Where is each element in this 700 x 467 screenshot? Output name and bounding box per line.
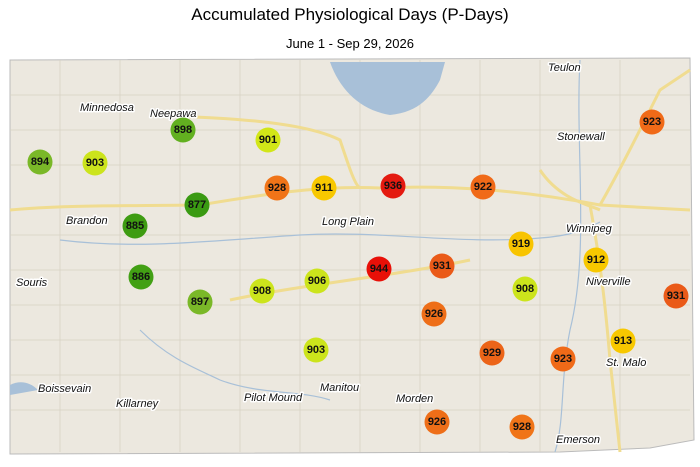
station-marker	[509, 414, 535, 440]
station-marker	[303, 337, 329, 363]
title: Accumulated Physiological Days (P-Days)	[191, 5, 508, 24]
place-label: Long Plain	[322, 216, 374, 228]
station-marker	[184, 192, 210, 218]
station-value: 929	[483, 347, 501, 359]
station-value: 926	[428, 416, 446, 428]
station-value: 936	[384, 180, 402, 192]
station-marker	[380, 173, 406, 199]
station-value: 926	[425, 308, 443, 320]
station-marker	[311, 175, 337, 201]
place-label: St. Malo	[606, 357, 646, 369]
station-value: 923	[643, 116, 661, 128]
station-marker	[479, 340, 505, 366]
station-value: 928	[268, 182, 286, 194]
place-label: Pilot Mound	[244, 392, 303, 404]
place-label: Killarney	[116, 398, 160, 410]
station-marker	[170, 117, 196, 143]
place-label: Niverville	[586, 276, 631, 288]
station-marker	[255, 127, 281, 153]
station-value: 903	[86, 157, 104, 169]
station-value: 901	[259, 134, 277, 146]
station-marker	[82, 150, 108, 176]
station-marker	[512, 276, 538, 302]
place-label: Emerson	[556, 434, 600, 446]
place-label: Minnedosa	[80, 102, 134, 114]
station-value: 897	[191, 296, 209, 308]
station-value: 923	[554, 353, 572, 365]
station-marker	[264, 175, 290, 201]
station-value: 912	[587, 254, 605, 266]
station-marker	[470, 174, 496, 200]
place-label: Neepawa	[150, 108, 196, 120]
place-label: Teulon	[548, 62, 581, 74]
place-label: Boissevain	[38, 383, 91, 395]
place-label: Morden	[396, 393, 433, 405]
place-label: Souris	[16, 277, 48, 289]
subtitle: June 1 - Sep 29, 2026	[286, 36, 414, 51]
station-marker	[424, 409, 450, 435]
station-marker	[27, 149, 53, 175]
place-label: Manitou	[320, 382, 359, 394]
station-marker	[128, 264, 154, 290]
station-value: 913	[614, 335, 632, 347]
station-value: 911	[315, 182, 333, 194]
place-label: Stonewall	[557, 131, 605, 143]
station-marker	[639, 109, 665, 135]
station-marker	[122, 213, 148, 239]
station-marker	[366, 256, 392, 282]
station-value: 919	[512, 238, 530, 250]
station-marker	[550, 346, 576, 372]
station-marker	[249, 278, 275, 304]
station-value: 886	[132, 271, 150, 283]
station-value: 922	[474, 181, 492, 193]
station-marker	[304, 268, 330, 294]
station-value: 885	[126, 220, 144, 232]
station-value: 898	[174, 124, 192, 136]
basemap	[9, 57, 695, 455]
station-value: 944	[370, 263, 389, 275]
station-marker	[508, 231, 534, 257]
station-marker	[187, 289, 213, 315]
place-label: Brandon	[66, 215, 108, 227]
station-value: 928	[513, 421, 531, 433]
station-value: 908	[516, 283, 534, 295]
station-marker	[583, 247, 609, 273]
station-marker	[610, 328, 636, 354]
station-marker	[663, 283, 689, 309]
station-marker	[421, 301, 447, 327]
place-label: Winnipeg	[566, 223, 613, 235]
station-value: 877	[188, 199, 206, 211]
station-value: 931	[433, 260, 451, 272]
station-value: 906	[308, 275, 326, 287]
station-value: 903	[307, 344, 325, 356]
station-value: 894	[31, 156, 50, 168]
station-value: 931	[667, 290, 685, 302]
station-value: 908	[253, 285, 271, 297]
station-marker	[429, 253, 455, 279]
